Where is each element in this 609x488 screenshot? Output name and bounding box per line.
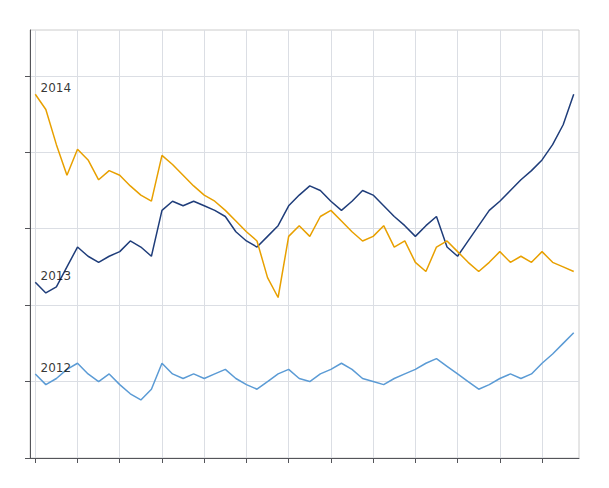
svg-text:2012: 2012 <box>41 361 72 375</box>
svg-text:2014: 2014 <box>41 81 72 95</box>
svg-text:2013: 2013 <box>41 269 72 283</box>
